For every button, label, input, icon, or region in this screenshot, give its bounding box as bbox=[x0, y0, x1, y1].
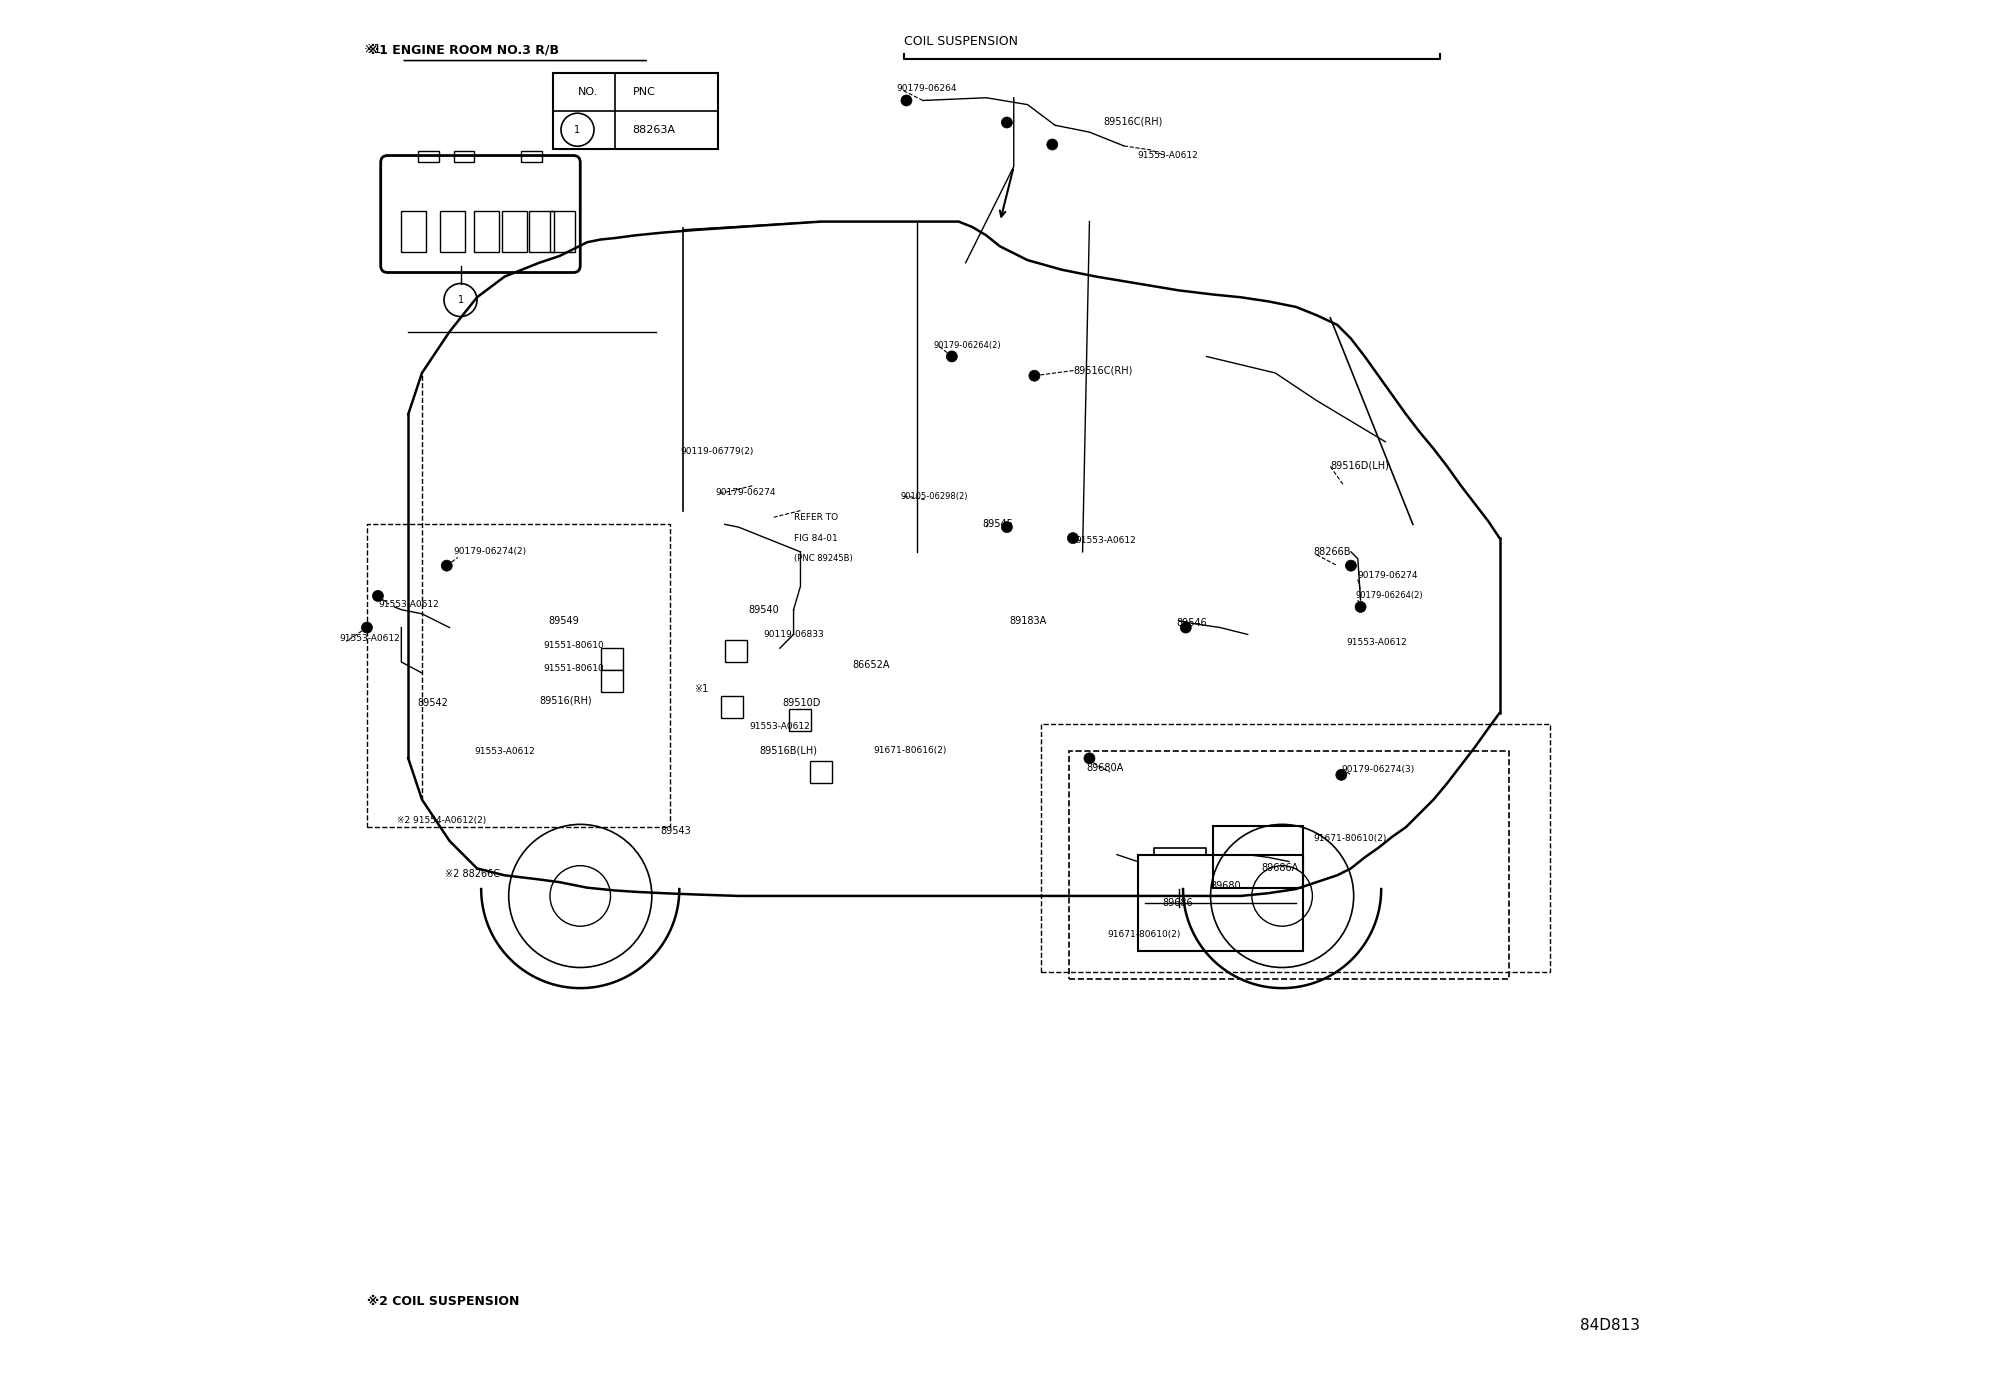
Bar bbox=[1042, 724, 1550, 972]
Circle shape bbox=[362, 622, 372, 633]
Text: (PNC 89245B): (PNC 89245B) bbox=[794, 554, 852, 563]
Text: 89516B(LH): 89516B(LH) bbox=[760, 745, 818, 756]
Text: PNC: PNC bbox=[632, 87, 656, 97]
Bar bbox=[550, 211, 574, 252]
Bar bbox=[522, 152, 542, 163]
Text: COIL SUSPENSION: COIL SUSPENSION bbox=[904, 34, 1018, 48]
Text: FIG 84-01: FIG 84-01 bbox=[794, 534, 838, 542]
Circle shape bbox=[1068, 532, 1078, 543]
Circle shape bbox=[1084, 753, 1094, 764]
Text: 89510D: 89510D bbox=[782, 698, 820, 709]
Bar bbox=[366, 524, 670, 827]
Text: 89183A: 89183A bbox=[1010, 615, 1046, 626]
Text: 89680A: 89680A bbox=[1086, 763, 1124, 774]
Text: 91553-A0612: 91553-A0612 bbox=[1076, 536, 1136, 545]
Bar bbox=[1138, 855, 1302, 952]
Text: 91553-A0612: 91553-A0612 bbox=[378, 600, 438, 608]
Bar bbox=[502, 211, 526, 252]
Text: ※2 88266C: ※2 88266C bbox=[446, 869, 500, 878]
Circle shape bbox=[1002, 521, 1012, 532]
Bar bbox=[720, 696, 742, 718]
Text: REFER TO: REFER TO bbox=[794, 513, 838, 523]
Text: 89686A: 89686A bbox=[1262, 863, 1298, 873]
Text: 89542: 89542 bbox=[418, 698, 448, 709]
Bar bbox=[454, 152, 474, 163]
Text: ※1: ※1 bbox=[694, 684, 708, 695]
Bar bbox=[552, 73, 718, 149]
Bar bbox=[418, 152, 438, 163]
Circle shape bbox=[372, 590, 384, 601]
Text: 89549: 89549 bbox=[548, 615, 580, 626]
Circle shape bbox=[1180, 622, 1192, 633]
Bar bbox=[440, 211, 464, 252]
Text: 88263A: 88263A bbox=[632, 124, 676, 135]
Circle shape bbox=[1046, 139, 1058, 150]
Circle shape bbox=[900, 95, 912, 106]
Text: 91551-80610: 91551-80610 bbox=[544, 641, 604, 650]
Text: 86652A: 86652A bbox=[852, 659, 890, 670]
Bar bbox=[600, 648, 622, 670]
Circle shape bbox=[1336, 769, 1346, 781]
Text: 90119-06779(2): 90119-06779(2) bbox=[680, 447, 754, 456]
Text: 89686: 89686 bbox=[1162, 898, 1194, 907]
Text: 1: 1 bbox=[574, 124, 580, 135]
Text: 89546: 89546 bbox=[1176, 618, 1206, 629]
Text: 91671-80616(2): 91671-80616(2) bbox=[874, 746, 946, 754]
Circle shape bbox=[1356, 601, 1366, 612]
Text: 91671-80610(2): 91671-80610(2) bbox=[1314, 834, 1388, 843]
Text: 91553-A0612: 91553-A0612 bbox=[1346, 638, 1408, 647]
Text: 91671-80610(2): 91671-80610(2) bbox=[1108, 929, 1180, 939]
Text: 91553-A0612: 91553-A0612 bbox=[750, 723, 810, 731]
Text: 89516C(RH): 89516C(RH) bbox=[1072, 365, 1132, 375]
Text: 90179-06274: 90179-06274 bbox=[716, 488, 776, 498]
Bar bbox=[474, 211, 500, 252]
Bar bbox=[810, 761, 832, 783]
Bar bbox=[790, 709, 812, 731]
Text: 84D813: 84D813 bbox=[1580, 1318, 1640, 1333]
Circle shape bbox=[1002, 117, 1012, 128]
Text: ※1 ENGINE ROOM NO.3 R/B: ※1 ENGINE ROOM NO.3 R/B bbox=[366, 43, 558, 57]
Text: 90179-06274(3): 90179-06274(3) bbox=[1342, 765, 1414, 774]
Bar bbox=[724, 640, 746, 662]
Circle shape bbox=[1028, 370, 1040, 381]
Circle shape bbox=[1346, 560, 1356, 571]
Text: 89540: 89540 bbox=[748, 604, 778, 615]
Text: ※1: ※1 bbox=[364, 43, 382, 57]
Text: 89516C(RH): 89516C(RH) bbox=[1104, 116, 1162, 125]
Bar bbox=[530, 211, 554, 252]
Text: NO.: NO. bbox=[578, 87, 598, 97]
Text: 91553-A0612: 91553-A0612 bbox=[474, 747, 536, 756]
Text: ※2 91554-A0612(2): ※2 91554-A0612(2) bbox=[398, 816, 486, 825]
Text: 90179-06274(2): 90179-06274(2) bbox=[454, 547, 526, 556]
Bar bbox=[600, 670, 622, 692]
Text: 1: 1 bbox=[458, 295, 464, 305]
Circle shape bbox=[946, 350, 958, 361]
Text: 91553-A0612: 91553-A0612 bbox=[340, 634, 400, 643]
Text: 90179-06264: 90179-06264 bbox=[896, 84, 958, 92]
Text: 89543: 89543 bbox=[660, 826, 690, 836]
Bar bbox=[1068, 752, 1510, 979]
Bar bbox=[1214, 826, 1302, 888]
Text: 90179-06264(2): 90179-06264(2) bbox=[1356, 592, 1422, 600]
Text: 90105-06298(2): 90105-06298(2) bbox=[900, 492, 968, 502]
Text: 91551-80610: 91551-80610 bbox=[544, 665, 604, 673]
Bar bbox=[402, 211, 426, 252]
Text: 91553-A0612: 91553-A0612 bbox=[1138, 152, 1198, 160]
Text: 90119-06833: 90119-06833 bbox=[764, 630, 824, 638]
Circle shape bbox=[442, 560, 452, 571]
Text: 88266B: 88266B bbox=[1314, 547, 1352, 557]
Text: 90179-06264(2): 90179-06264(2) bbox=[934, 341, 1002, 350]
Text: 89516D(LH): 89516D(LH) bbox=[1330, 461, 1390, 470]
Text: 89680: 89680 bbox=[1210, 881, 1242, 891]
Text: 89516(RH): 89516(RH) bbox=[538, 695, 592, 706]
Text: 90179-06274: 90179-06274 bbox=[1358, 571, 1418, 579]
Text: ※2 COIL SUSPENSION: ※2 COIL SUSPENSION bbox=[366, 1295, 520, 1309]
Text: 89545: 89545 bbox=[982, 520, 1012, 530]
